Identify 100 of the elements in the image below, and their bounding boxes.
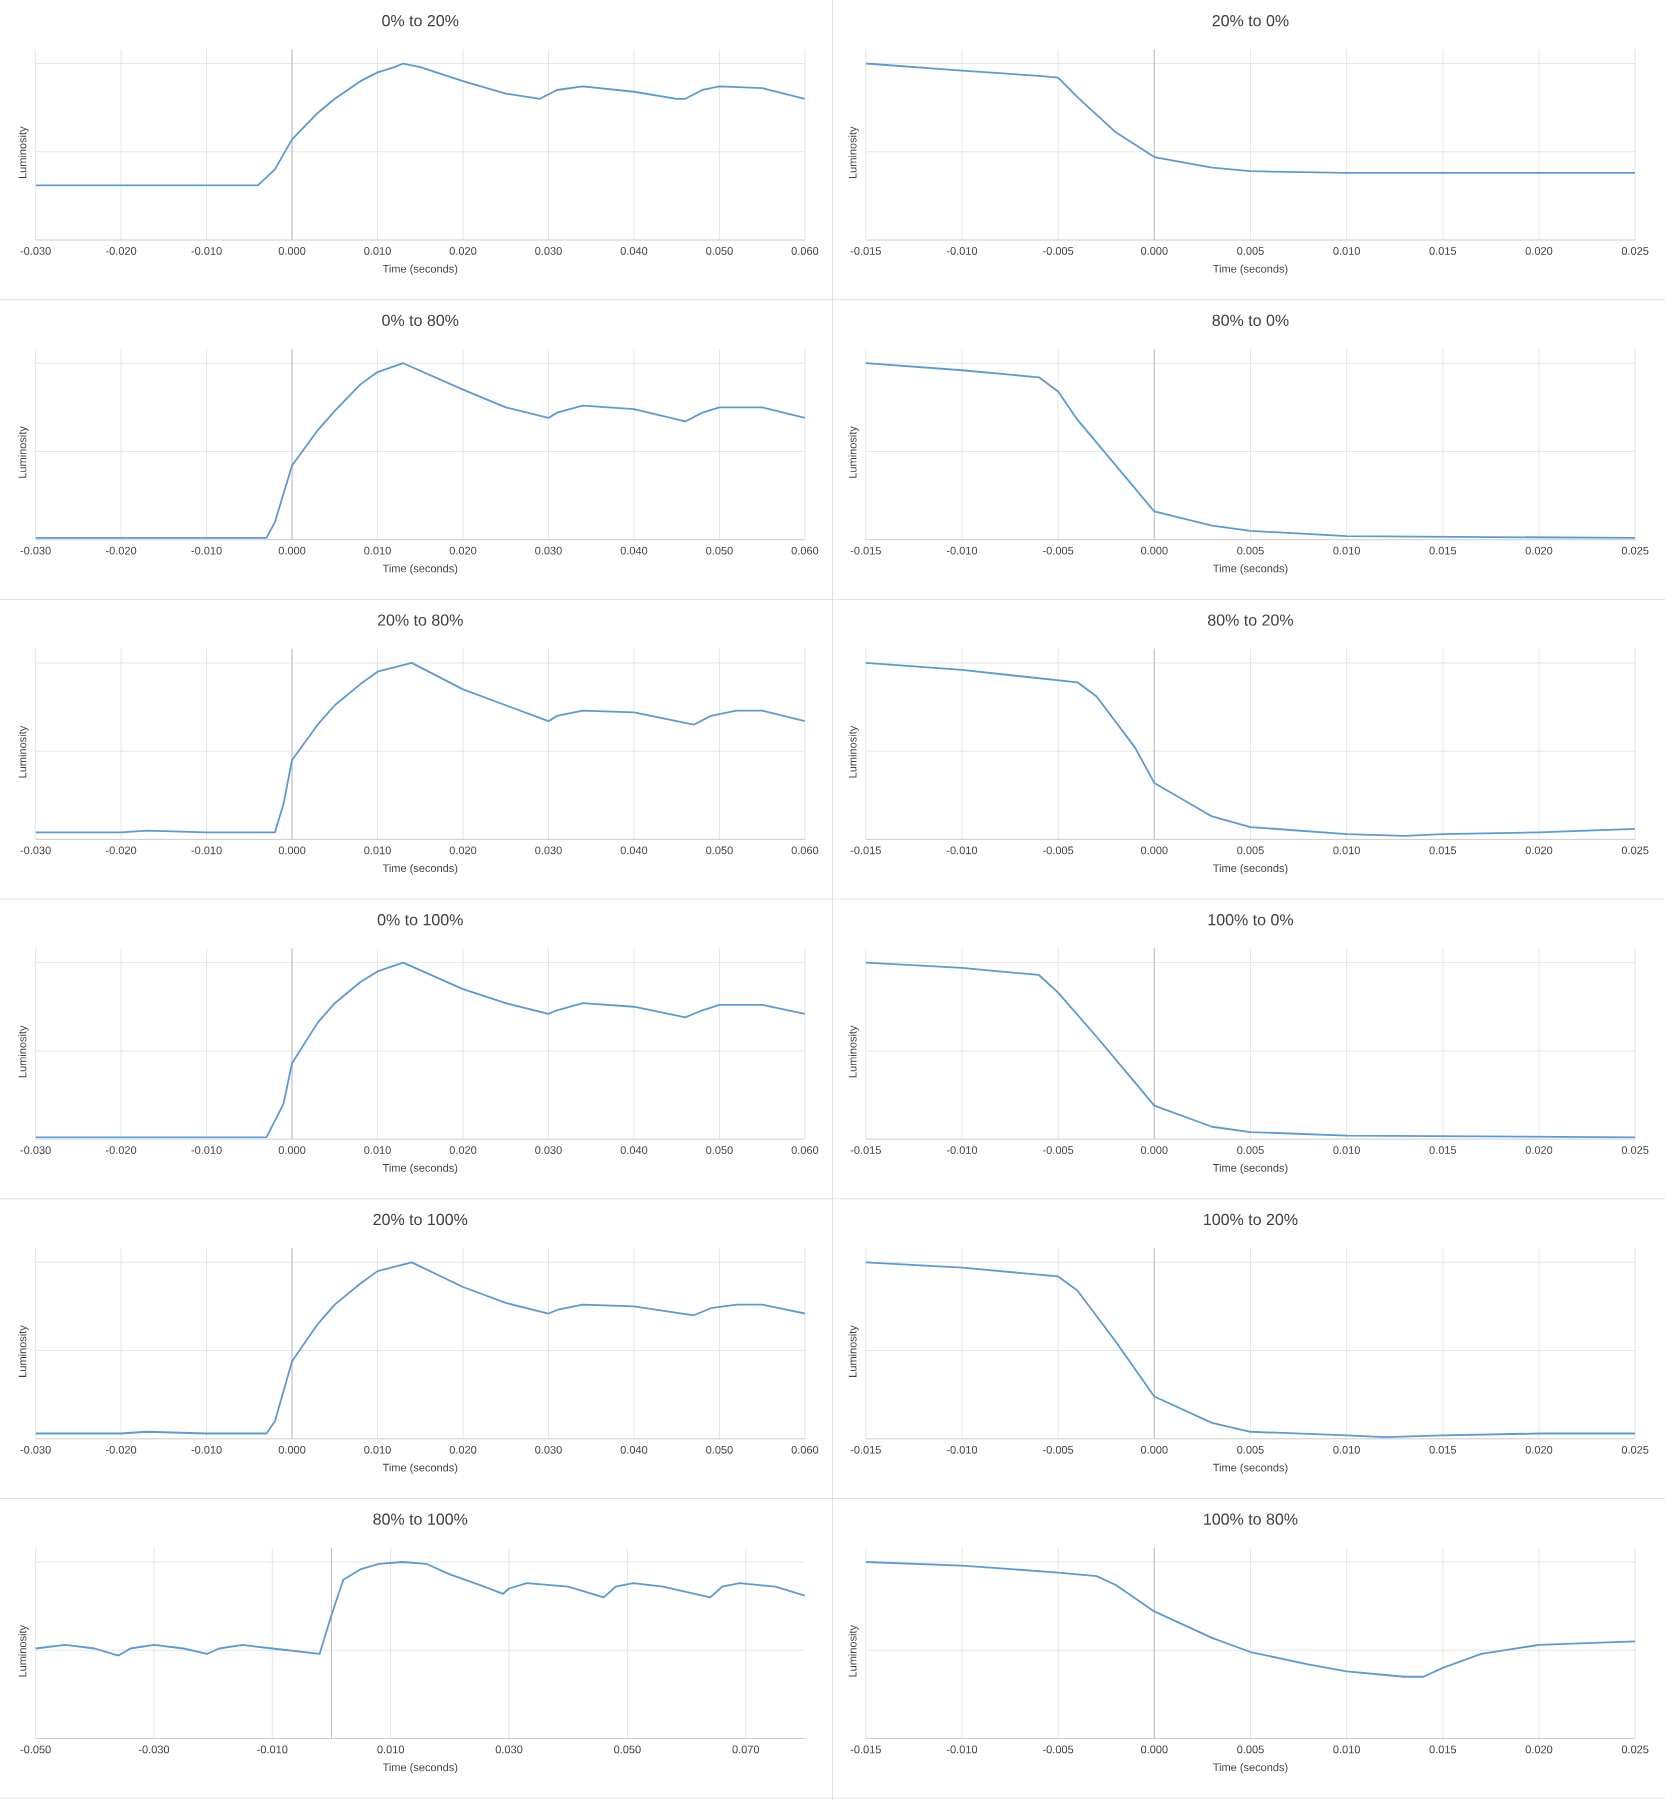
chart-title: 20% to 80% — [377, 614, 463, 626]
x-tick-label: -0.005 — [1043, 546, 1074, 555]
x-tick-label: 0.000 — [278, 247, 306, 255]
x-tick-label: 0.000 — [278, 1146, 306, 1154]
x-axis-title: Time (seconds) — [1213, 264, 1288, 275]
x-tick-label: 0.050 — [706, 1146, 733, 1154]
y-axis-title: Luminosity — [18, 1624, 29, 1677]
x-tick-label: 0.040 — [620, 247, 648, 255]
x-tick-label: -0.005 — [1043, 1445, 1074, 1454]
x-tick-label: 0.020 — [1525, 247, 1553, 255]
x-tick-label: 0.010 — [1333, 846, 1360, 855]
x-tick-label: 0.010 — [364, 1445, 391, 1454]
x-tick-label: -0.030 — [20, 247, 51, 255]
x-tick-label: 0.000 — [278, 846, 306, 855]
x-axis-title: Time (seconds) — [1213, 864, 1288, 875]
x-tick-label: 0.015 — [1429, 1445, 1457, 1454]
x-tick-label: 0.000 — [1140, 1445, 1168, 1454]
x-tick-label: -0.005 — [1043, 247, 1074, 255]
x-tick-label: -0.030 — [20, 1146, 51, 1154]
x-tick-label: 0.015 — [1429, 846, 1457, 855]
x-tick-label: -0.030 — [20, 846, 51, 855]
x-tick-label: 0.025 — [1621, 247, 1649, 255]
x-tick-label: 0.040 — [620, 846, 648, 855]
y-axis-title: Luminosity — [18, 1025, 29, 1078]
x-tick-label: 0.060 — [791, 247, 819, 255]
x-tick-label: -0.030 — [138, 1745, 170, 1754]
x-axis-title: Time (seconds) — [382, 1163, 458, 1174]
x-tick-label: 0.005 — [1237, 247, 1264, 255]
x-tick-label: -0.010 — [946, 1445, 978, 1454]
x-tick-label: 0.070 — [732, 1745, 760, 1754]
x-tick-label: 0.030 — [495, 1745, 523, 1754]
x-tick-label: 0.010 — [1333, 1146, 1360, 1154]
x-tick-label: 0.005 — [1237, 1745, 1264, 1754]
x-tick-label: -0.010 — [257, 1745, 288, 1754]
x-axis-title: Time (seconds) — [382, 1763, 458, 1774]
x-axis-title: Time (seconds) — [382, 264, 458, 275]
x-tick-label: 0.030 — [535, 1146, 562, 1154]
y-axis-title: Luminosity — [18, 1325, 29, 1377]
x-tick-label: -0.015 — [850, 247, 881, 255]
x-tick-label: 0.040 — [620, 1146, 648, 1154]
y-axis-title: Luminosity — [18, 426, 29, 478]
y-axis-title: Luminosity — [848, 1624, 859, 1677]
x-tick-label: 0.060 — [791, 1445, 819, 1454]
x-tick-label: 0.030 — [535, 546, 562, 555]
x-tick-label: 0.005 — [1237, 1445, 1264, 1454]
y-axis-title: Luminosity — [848, 1325, 859, 1377]
x-tick-label: 0.010 — [1333, 1745, 1360, 1754]
x-tick-label: -0.030 — [20, 546, 51, 555]
chart-title: 80% to 0% — [1212, 314, 1289, 327]
y-axis-title: Luminosity — [848, 1025, 859, 1078]
x-tick-label: -0.020 — [105, 1445, 137, 1454]
x-tick-label: -0.010 — [191, 546, 222, 555]
x-tick-label: -0.010 — [946, 247, 978, 255]
x-tick-label: 0.020 — [1525, 1146, 1553, 1154]
x-tick-label: 0.020 — [449, 846, 477, 855]
chart-title: 20% to 0% — [1212, 15, 1289, 27]
x-axis-title: Time (seconds) — [1213, 1463, 1288, 1474]
chart-title: 100% to 0% — [1208, 914, 1294, 926]
x-tick-label: -0.010 — [946, 546, 978, 555]
x-tick-label: -0.030 — [20, 1445, 51, 1454]
x-tick-label: 0.020 — [449, 1146, 477, 1154]
chart-title: 100% to 20% — [1204, 1213, 1298, 1226]
x-tick-label: 0.050 — [706, 247, 733, 255]
x-tick-label: 0.005 — [1237, 546, 1264, 555]
x-tick-label: 0.010 — [364, 846, 391, 855]
x-tick-label: 0.020 — [449, 546, 477, 555]
x-tick-label: 0.000 — [1140, 846, 1168, 855]
x-tick-label: 0.000 — [1140, 1146, 1168, 1154]
x-tick-label: 0.050 — [706, 546, 733, 555]
x-tick-label: 0.050 — [706, 1445, 733, 1454]
x-axis-title: Time (seconds) — [1213, 1163, 1288, 1174]
x-tick-label: 0.020 — [449, 1445, 477, 1454]
x-tick-label: 0.030 — [535, 846, 562, 855]
x-tick-label: -0.010 — [946, 1146, 978, 1154]
x-tick-label: 0.000 — [278, 1445, 306, 1454]
x-tick-label: 0.040 — [620, 1445, 648, 1454]
y-axis-title: Luminosity — [18, 126, 29, 179]
x-tick-label: -0.015 — [850, 1146, 881, 1154]
x-tick-label: 0.000 — [1140, 546, 1168, 555]
x-tick-label: 0.020 — [1525, 546, 1553, 555]
x-tick-label: 0.020 — [449, 247, 477, 255]
x-tick-label: -0.010 — [191, 1445, 222, 1454]
x-tick-label: 0.030 — [535, 247, 562, 255]
x-axis-title: Time (seconds) — [1213, 564, 1288, 575]
x-tick-label: 0.015 — [1429, 1146, 1457, 1154]
x-tick-label: -0.005 — [1043, 846, 1074, 855]
x-tick-label: -0.010 — [191, 846, 222, 855]
x-tick-label: 0.000 — [1140, 1745, 1168, 1754]
x-tick-label: -0.020 — [105, 247, 137, 255]
x-tick-label: 0.025 — [1621, 1445, 1649, 1454]
y-axis-title: Luminosity — [18, 725, 29, 778]
x-tick-label: 0.015 — [1429, 1745, 1457, 1754]
x-tick-label: -0.020 — [105, 846, 137, 855]
x-tick-label: -0.015 — [850, 1745, 881, 1754]
x-tick-label: -0.010 — [946, 1745, 978, 1754]
x-tick-label: 0.000 — [278, 546, 306, 555]
x-tick-label: -0.010 — [946, 846, 978, 855]
chart-title: 100% to 80% — [1204, 1513, 1298, 1525]
x-tick-label: 0.030 — [535, 1445, 562, 1454]
x-tick-label: 0.005 — [1237, 1146, 1264, 1154]
